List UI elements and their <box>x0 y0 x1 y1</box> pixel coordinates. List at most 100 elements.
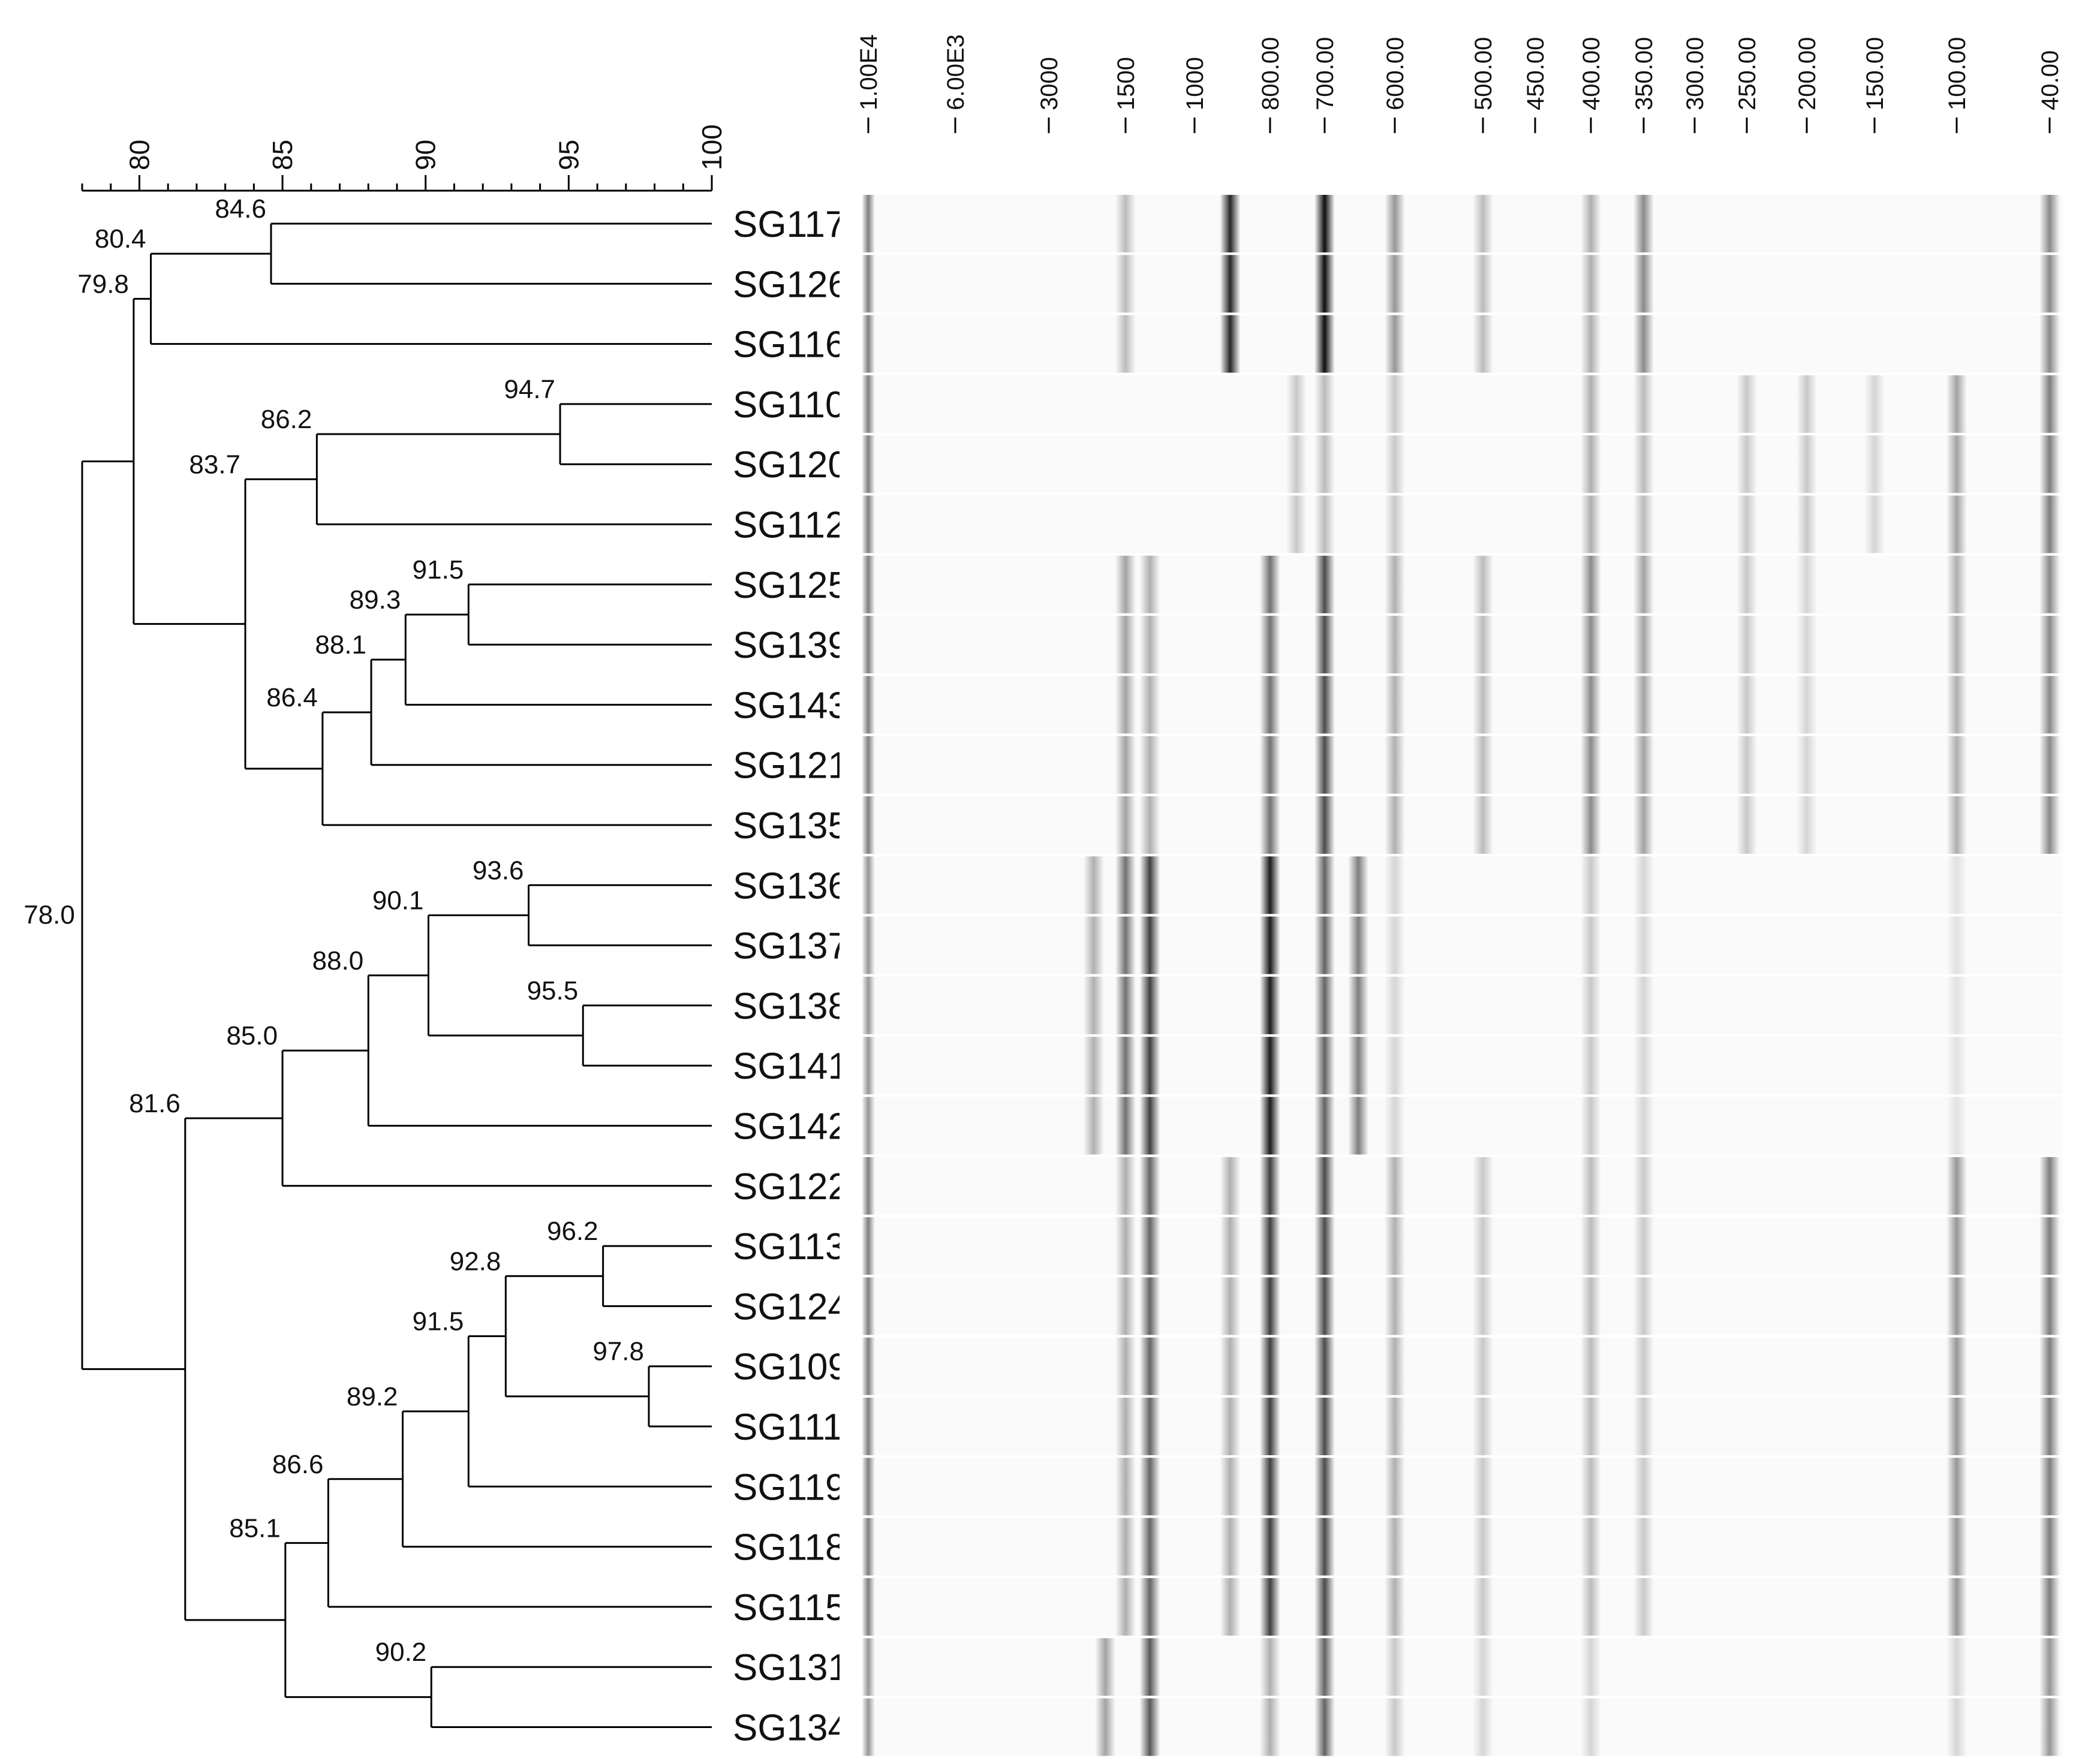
gel-band <box>1385 1638 1405 1696</box>
gel-band <box>1139 676 1160 734</box>
lane-background <box>864 1638 2063 1696</box>
gel-band <box>1473 1578 1493 1636</box>
gel-band <box>1260 1097 1280 1155</box>
gel-band <box>2039 1638 2060 1696</box>
node-similarity-label: 88.1 <box>315 630 366 660</box>
gel-band <box>1139 856 1160 914</box>
gel-band <box>1633 435 1654 493</box>
gel-band <box>1385 676 1405 734</box>
lane-background <box>864 1578 2063 1636</box>
gel-lane <box>862 616 2063 674</box>
gel-band <box>1946 375 1967 433</box>
gel-band <box>1220 1337 1241 1395</box>
lane-background <box>864 1458 2063 1516</box>
gel-band <box>1473 1398 1493 1455</box>
strain-label: SG141 <box>733 1046 840 1087</box>
gel-band <box>2039 1698 2060 1756</box>
gel-band <box>1473 1458 1493 1516</box>
gel-band <box>862 1097 875 1155</box>
strain-label: SG142 <box>733 1106 840 1148</box>
strain-label: SG119 <box>733 1467 840 1508</box>
gel-band <box>1314 255 1335 313</box>
gel-band <box>1260 555 1280 613</box>
gel-band <box>1581 1217 1601 1275</box>
node-similarity-label: 90.2 <box>375 1637 427 1667</box>
gel-band <box>1946 1458 1967 1516</box>
gel-band <box>1633 495 1654 553</box>
gel-lane <box>862 1157 2063 1215</box>
gel-lane <box>862 1458 2063 1516</box>
gel-band <box>1737 375 1757 433</box>
gel-band <box>1115 1277 1136 1335</box>
node-similarity-label: 89.3 <box>350 585 401 615</box>
strain-label: SG138 <box>733 986 840 1027</box>
gel-band <box>1260 1578 1280 1636</box>
gel-band <box>1314 916 1335 974</box>
gel-band <box>862 1578 875 1636</box>
gel-band <box>1633 796 1654 854</box>
gel-band <box>1220 1277 1241 1335</box>
gel-lane <box>862 195 2063 252</box>
gel-band <box>1139 616 1160 674</box>
gel-band <box>1797 676 1817 734</box>
node-similarity-label: 94.7 <box>504 375 555 404</box>
gel-band <box>1115 315 1136 373</box>
gel-band <box>1473 555 1493 613</box>
gel-band <box>862 1398 875 1455</box>
lane-background <box>864 1698 2063 1756</box>
lane-background <box>864 916 2063 974</box>
gel-band <box>2039 375 2060 433</box>
gel-band <box>1385 1157 1405 1215</box>
lane-background <box>864 435 2063 493</box>
gel-band <box>1633 736 1654 794</box>
gel-band <box>1260 796 1280 854</box>
gel-band <box>1139 1157 1160 1215</box>
gel-band <box>1314 495 1335 553</box>
gel-band <box>2039 1398 2060 1455</box>
gel-band <box>1385 1277 1405 1335</box>
gel-band <box>1385 1698 1405 1756</box>
gel-band <box>2039 255 2060 313</box>
gel-band <box>1581 1277 1601 1335</box>
gel-band <box>862 1458 875 1516</box>
gel-band <box>1385 916 1405 974</box>
scale-tick-label: 100 <box>696 124 727 170</box>
gel-band <box>1348 976 1369 1034</box>
gel-band <box>1139 1518 1160 1576</box>
gel-band <box>862 495 875 553</box>
gel-band <box>2039 736 2060 794</box>
gel-band <box>862 796 875 854</box>
gel-band <box>1633 1217 1654 1275</box>
gel-band <box>1946 555 1967 613</box>
marker-size-label: 700.00 <box>1312 37 1338 110</box>
gel-band <box>1139 1037 1160 1095</box>
gel-band <box>1864 495 1885 553</box>
gel-band <box>1139 1217 1160 1275</box>
node-similarity-label: 83.7 <box>189 450 240 479</box>
lane-background <box>864 255 2063 313</box>
gel-band <box>1581 856 1601 914</box>
gel-lane <box>862 1217 2063 1275</box>
gel-band <box>1385 1337 1405 1395</box>
gel-band <box>1260 736 1280 794</box>
gel-band <box>1946 796 1967 854</box>
gel-band <box>862 1277 875 1335</box>
gel-band <box>1581 555 1601 613</box>
gel-band <box>1633 1277 1654 1335</box>
gel-band <box>1946 1578 1967 1636</box>
gel-band <box>1314 1518 1335 1576</box>
gel-band <box>1314 555 1335 613</box>
gel-band <box>1139 1337 1160 1395</box>
lane-background <box>864 1337 2063 1395</box>
gel-band <box>1737 616 1757 674</box>
gel-band <box>1385 1037 1405 1095</box>
lane-background <box>864 375 2063 433</box>
gel-band <box>1473 1277 1493 1335</box>
lane-background <box>864 1037 2063 1095</box>
node-similarity-label: 84.6 <box>215 194 266 224</box>
gel-band <box>1385 255 1405 313</box>
gel-band <box>1115 856 1136 914</box>
gel-band <box>1139 796 1160 854</box>
gel-band <box>862 1698 875 1756</box>
